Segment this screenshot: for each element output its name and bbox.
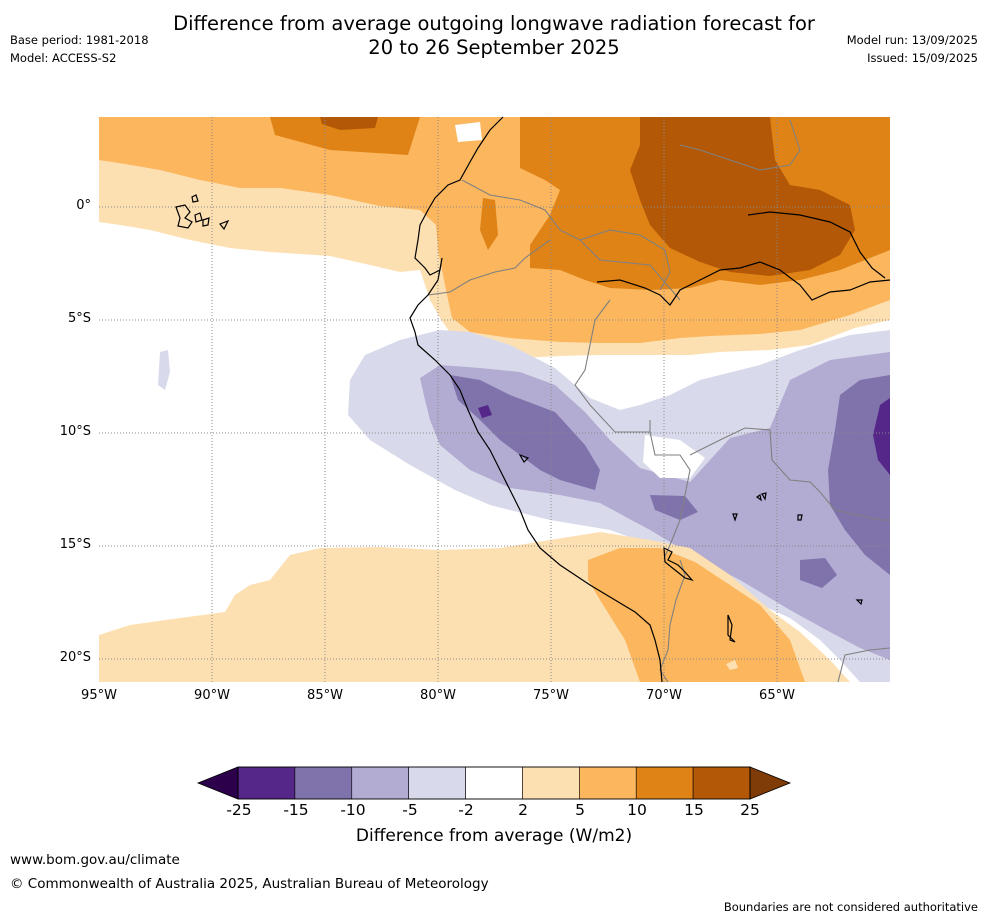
cb-tick-6: 5 [575,801,585,819]
colorbar-segment-4 [465,766,523,800]
lon-label-95w: 95°W [81,688,117,703]
graticule [99,117,890,682]
galapagos-island-5 [191,194,199,203]
cb-tick-5: 2 [518,801,528,819]
galapagos-island-1 [175,204,193,229]
border-bolivia-paraguay [837,647,891,683]
model-name: Model: ACCESS-S2 [10,51,117,65]
anomaly-central-15-25-b [478,405,492,418]
lake-titicaca [663,546,694,582]
border-bolivia-brazil [689,427,890,521]
title-line-1: Difference from average outgoing longwav… [173,12,815,35]
anomaly-island-neg-2-5 [158,350,170,390]
lon-label-90w: 90°W [194,688,230,703]
lat-label-15s: 15°S [59,537,91,552]
border-peru-brazil [574,299,651,433]
disclaimer-text: Boundaries are not considered authoritat… [723,900,978,914]
colorbar-segment-1 [294,766,353,800]
title-line-2: 20 to 26 September 2025 [368,36,620,59]
border-ecuador-peru [427,239,551,296]
colorbar-segment-6 [579,766,637,800]
cb-tick-0: -25 [226,801,252,819]
anomaly-north-15-25-b [630,117,855,276]
border-brazil-venezuela [679,119,801,171]
lat-label-5s: 5°S [67,311,91,326]
chart-title: Difference from average outgoing longwav… [0,12,988,60]
border-peru-colombia [579,239,681,301]
website-link[interactable]: www.bom.gov.au/climate [10,852,180,868]
anomaly-central-10-15-d [800,558,837,588]
colorbar-segment-8 [692,766,751,800]
cb-tick-1: -15 [283,801,309,819]
colorbar-extend-high [749,766,792,800]
cb-tick-9: 25 [740,801,760,819]
issued-date: Issued: 15/09/2025 [867,51,978,65]
border-chile-bolivia [659,559,686,683]
lake-small-2 [761,492,767,501]
lake-small-1 [755,494,762,502]
lat-label-20s: 20°S [59,650,91,665]
copyright-text: © Commonwealth of Australia 2025, Austra… [10,876,489,892]
cb-tick-7: 10 [627,801,647,819]
colorbar-segment-5 [522,766,580,800]
lon-label-75w: 75°W [533,688,569,703]
river-amazon [596,261,891,306]
colorbar-segment-2 [351,766,409,800]
galapagos-island-3 [202,217,210,227]
lon-label-85w: 85°W [307,688,343,703]
anomaly-south-spot-2-5 [726,660,738,670]
meta-left: Base period: 1981-2018 Model: ACCESS-S2 [10,31,149,67]
colorbar-segments [237,766,751,800]
colorbar-segment-3 [408,766,466,800]
lat-label-10s: 10°S [59,424,91,439]
lake-poopo [727,614,736,643]
cb-tick-3: -5 [402,801,418,819]
anomaly-north-10-15 [270,117,420,155]
border-peru-bolivia [649,431,691,557]
cloud-gap-central [643,435,705,478]
country-borders [427,119,891,683]
galapagos-island-2 [194,212,203,223]
cb-tick-8: 15 [684,801,704,819]
lon-label-80w: 80°W [420,688,456,703]
anomaly-south-5-10 [588,548,805,682]
river-putumayo [518,453,530,463]
anomaly-north-15-25 [320,117,378,130]
cloud-gap-north [455,122,482,142]
colorbar-label: Difference from average (W/m2) [355,826,633,846]
galapagos-island-4 [219,219,230,231]
anomaly-central-10-15-c [650,495,698,520]
lake-small-4 [732,513,738,522]
anomaly-central-10-15-b [828,375,890,575]
colorbar-segment-7 [635,766,694,800]
base-period: Base period: 1981-2018 [10,33,149,47]
colorbar-extend-low [196,766,239,800]
colorbar-outline [237,766,751,800]
lat-label-0: 0° [76,198,91,213]
meta-right: Model run: 13/09/2025 Issued: 15/09/2025 [847,31,978,67]
anomaly-north-10-15-c [480,198,498,250]
cb-tick-2: -10 [340,801,366,819]
lake-small-3 [797,514,803,521]
colorbar-segment-0 [237,766,296,800]
coast-pacific [409,116,663,683]
river-negro [747,211,886,279]
model-run: Model run: 13/09/2025 [846,33,978,47]
lon-label-65w: 65°W [759,688,795,703]
coastlines [175,116,891,683]
map-area [99,117,890,682]
lon-label-70w: 70°W [646,688,682,703]
anomaly-central-15-25 [873,398,890,475]
cb-tick-4: -2 [458,801,474,819]
lake-small-5 [855,599,863,606]
